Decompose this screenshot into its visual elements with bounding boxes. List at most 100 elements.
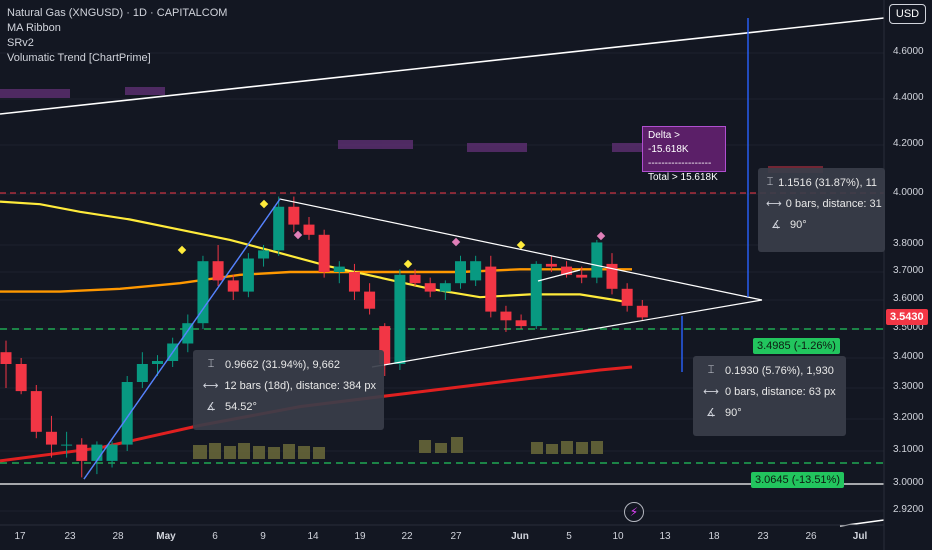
indicator-ma-ribbon[interactable]: MA Ribbon <box>7 22 61 34</box>
time-tick: May <box>156 531 176 542</box>
candle-body[interactable] <box>621 288 633 306</box>
measure-right-price: 1.1516 (31.87%), 11 <box>778 176 877 189</box>
measure-tooltip-middle[interactable]: ⌶ 0.1930 (5.76%), 1,930 ⟷ 0 bars, distance… <box>693 356 846 436</box>
bars-range-icon: ⟷ <box>766 198 782 210</box>
candle-body[interactable] <box>530 263 542 327</box>
candle-body[interactable] <box>91 444 103 461</box>
price-tick: 4.2000 <box>893 138 924 149</box>
lightning-icon[interactable]: ⚡ <box>624 502 644 522</box>
candle-body[interactable] <box>379 326 391 364</box>
price-range-icon: ⌶ <box>766 176 774 188</box>
candle-body[interactable] <box>439 283 451 292</box>
delta-label[interactable]: Delta > -15.618K ------------------- Tot… <box>642 126 726 183</box>
candle-body[interactable] <box>394 274 406 364</box>
measure-line-blue[interactable] <box>83 198 281 480</box>
candle-body[interactable] <box>470 261 482 281</box>
support-label-upper: 3.4985 (-1.26%) <box>753 338 840 354</box>
candle-body[interactable] <box>318 234 330 272</box>
candle-body[interactable] <box>500 311 512 321</box>
price-tick: 4.0000 <box>893 187 924 198</box>
bars-range-icon: ⟷ <box>202 380 219 392</box>
price-tick: 4.6000 <box>893 46 924 57</box>
ma-fast-line[interactable] <box>0 200 633 304</box>
volume-bars <box>193 437 603 459</box>
total-line: Total > 15.618K <box>648 172 718 183</box>
support-label-lower: 3.0645 (-13.51%) <box>751 472 844 488</box>
price-tick: 3.5000 <box>893 322 924 333</box>
candle-body[interactable] <box>136 364 148 382</box>
candle-body[interactable] <box>227 280 239 292</box>
candle-body[interactable] <box>258 250 270 259</box>
price-tick: 3.4000 <box>893 351 924 362</box>
candle-body[interactable] <box>0 352 12 364</box>
measure-tooltip-right[interactable]: ⌶ 1.1516 (31.87%), 11 ⟷ 0 bars, distance: … <box>758 168 885 252</box>
measure-left-price: 0.9662 (31.94%), 9,662 <box>225 358 340 371</box>
candle-body[interactable] <box>545 263 557 267</box>
candle-body[interactable] <box>106 444 118 461</box>
measure-mid-price: 0.1930 (5.76%), 1,930 <box>725 364 834 377</box>
candle-body[interactable] <box>515 320 527 327</box>
candle-body[interactable] <box>61 444 73 446</box>
price-tick: 4.4000 <box>893 92 924 103</box>
price-tick: 3.8000 <box>893 238 924 249</box>
symbol-title[interactable]: Natural Gas (XNGUSD) · 1D · CAPITALCOM <box>7 7 228 19</box>
price-tick: 3.2000 <box>893 412 924 423</box>
candle-body[interactable] <box>606 263 618 289</box>
measure-mid-bars: 0 bars, distance: 63 px <box>725 385 836 398</box>
time-tick: 26 <box>805 531 817 542</box>
candle-body[interactable] <box>409 274 421 284</box>
time-tick: 9 <box>260 531 266 542</box>
candle-body[interactable] <box>212 261 224 281</box>
time-tick: 14 <box>307 531 319 542</box>
measure-left-angle: 54.52° <box>225 400 257 413</box>
measure-tooltip-left[interactable]: ⌶ 0.9662 (31.94%), 9,662 ⟷ 12 bars (18d), … <box>193 350 384 430</box>
candle-body[interactable] <box>152 361 163 364</box>
price-range-icon: ⌶ <box>207 358 215 370</box>
delta-separator: ------------------- <box>648 158 712 169</box>
upper-trend-line[interactable] <box>0 17 885 115</box>
candle-body[interactable] <box>348 272 360 292</box>
candle-body[interactable] <box>424 283 436 292</box>
candle-body[interactable] <box>576 274 588 278</box>
candle-body[interactable] <box>121 382 133 445</box>
wedge-lower-line[interactable] <box>371 299 763 368</box>
price-tick: 3.1000 <box>893 444 924 455</box>
ma-slow-line[interactable] <box>0 268 632 293</box>
measure-right-angle: 90° <box>790 218 807 231</box>
candle-body[interactable] <box>197 261 209 324</box>
small-trend-line[interactable] <box>537 269 581 282</box>
price-range-icon: ⌶ <box>707 364 715 376</box>
candles[interactable] <box>0 196 648 478</box>
candle-body[interactable] <box>591 242 603 278</box>
price-tick: 3.0000 <box>893 477 924 488</box>
bars-range-icon: ⟷ <box>703 386 719 398</box>
measure-left-bars: 12 bars (18d), distance: 384 px <box>224 379 376 392</box>
measure-right-bars: 0 bars, distance: 31 <box>785 197 882 210</box>
candle-body[interactable] <box>273 206 285 251</box>
price-tick: 3.6000 <box>893 293 924 304</box>
candle-body[interactable] <box>15 364 27 392</box>
candle-body[interactable] <box>455 261 466 284</box>
indicator-volumatic-trend[interactable]: Volumatic Trend [ChartPrime] <box>7 52 151 64</box>
candle-body[interactable] <box>485 266 497 312</box>
candle-body[interactable] <box>45 431 57 445</box>
candle-body[interactable] <box>364 291 376 309</box>
measure-mid-angle: 90° <box>725 406 742 419</box>
candle-body[interactable] <box>76 444 88 461</box>
signal-markers <box>177 199 606 269</box>
candle-body[interactable] <box>30 391 42 432</box>
candle-body[interactable] <box>182 323 194 344</box>
candle-body[interactable] <box>561 266 573 275</box>
candle-body[interactable] <box>333 266 345 272</box>
currency-button[interactable]: USD <box>889 4 926 24</box>
candle-body[interactable] <box>288 206 300 225</box>
candle-body[interactable] <box>303 224 315 235</box>
time-tick: 18 <box>708 531 720 542</box>
candle-body[interactable] <box>242 258 254 292</box>
time-tick: 23 <box>64 531 76 542</box>
indicator-srv2[interactable]: SRv2 <box>7 37 34 49</box>
time-tick: 5 <box>566 531 572 542</box>
angle-icon: ∡ <box>771 219 781 231</box>
candle-body[interactable] <box>636 305 648 318</box>
